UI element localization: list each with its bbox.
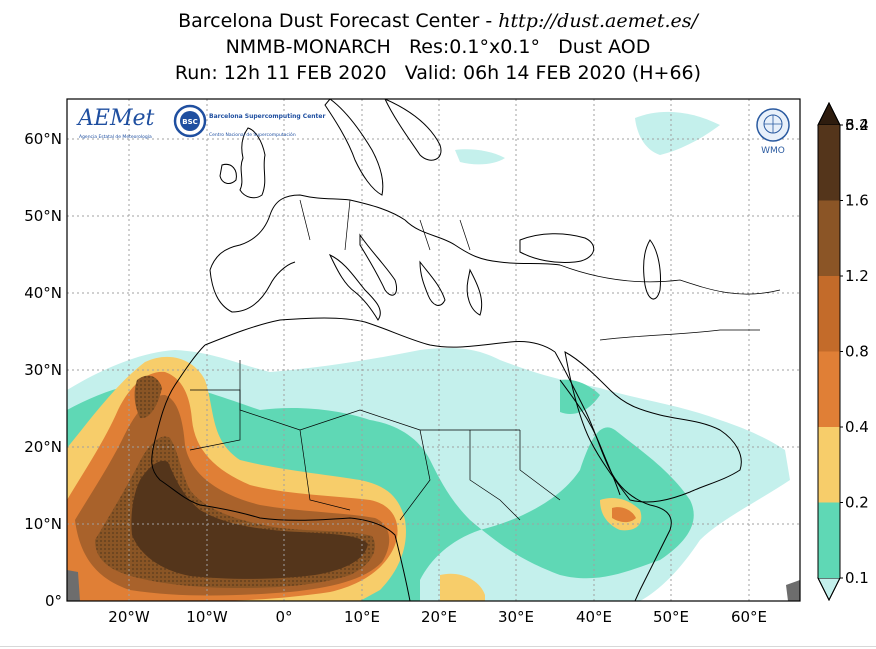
aod-level-3-2 — [131, 460, 368, 579]
lon-label-60e: 60°E — [731, 608, 767, 626]
bottom-divider — [0, 646, 876, 647]
colorbar-extend-max — [817, 101, 841, 126]
colorbar-label: 1.6 — [845, 192, 869, 210]
graticule — [67, 99, 800, 601]
lon-label-30e: 30°E — [498, 608, 534, 626]
chart-subtitle: NMMB-MONARCH Res:0.1°x0.1° Dust AOD — [225, 36, 651, 58]
bsc-logo-text: BSC — [182, 118, 198, 126]
colorbar-label: 0.2 — [845, 494, 869, 512]
colorbar-label: 3.2 — [845, 116, 869, 134]
colorbar-segment — [818, 125, 840, 201]
lat-label-0: 0° — [45, 592, 62, 610]
colorbar-segment — [818, 200, 840, 276]
bsc-logo-subtext: Centro Nacional de Supercomputación — [209, 131, 296, 138]
lon-label-10w: 10°W — [186, 608, 228, 626]
lat-label-20n: 20°N — [24, 438, 62, 456]
colorbar-segment — [818, 427, 840, 503]
aemet-logo-text: AEMet — [76, 106, 154, 131]
colorbar-segment — [818, 502, 840, 578]
map-frame — [66, 98, 801, 602]
colorbar-label: 0.8 — [845, 343, 869, 361]
bsc-logo-name: Barcelona Supercomputing Center — [209, 113, 325, 120]
colorbar-label: 6.4 — [845, 116, 869, 134]
lon-label-20w: 20°W — [108, 608, 150, 626]
title-url: http://dust.aemet.es/ — [498, 10, 698, 32]
chart-title: Barcelona Dust Forecast Center - http://… — [178, 10, 698, 32]
colorbar: 0.1 0.2 0.4 0.8 1.2 1.6 3.26.4 — [817, 101, 869, 602]
aemet-logo-subtext: Agencia Estatal de Meteorología — [79, 133, 152, 140]
coastlines — [151, 99, 742, 601]
nodata-mask-right — [786, 580, 800, 601]
colorbar-segment — [818, 276, 840, 352]
wmo-logo: WMO — [756, 108, 790, 156]
aemet-logo: AEMet Agencia Estatal de Meteorología — [76, 106, 154, 140]
lat-label-40n: 40°N — [24, 284, 62, 302]
lon-label-20e: 20°E — [421, 608, 457, 626]
lat-labels: 60°N 50°N 40°N 30°N 20°N 10°N 0° — [24, 130, 62, 610]
lat-label-30n: 30°N — [24, 361, 62, 379]
colorbar-label: 0.1 — [845, 569, 869, 587]
lat-label-50n: 50°N — [24, 207, 62, 225]
lon-label-0: 0° — [275, 608, 292, 626]
colorbar-segment — [818, 351, 840, 427]
lon-labels: 20°W 10°W 0° 10°E 20°E 30°E 40°E 50°E 60… — [108, 608, 767, 626]
wmo-logo-text: WMO — [761, 146, 785, 156]
lon-label-40e: 40°E — [576, 608, 612, 626]
lat-label-60n: 60°N — [24, 130, 62, 148]
colorbar-extend-min — [817, 577, 841, 602]
nodata-mask — [67, 570, 80, 601]
borders — [189, 199, 781, 521]
run-valid-line: Run: 12h 11 FEB 2020 Valid: 06h 14 FEB 2… — [174, 62, 702, 84]
bsc-logo: BSC Barcelona Supercomputing Center Cent… — [173, 104, 325, 138]
lon-label-10e: 10°E — [344, 608, 380, 626]
colorbar-label: 1.2 — [845, 267, 869, 285]
lon-label-50e: 50°E — [653, 608, 689, 626]
dust-aod-field — [67, 99, 800, 601]
colorbar-label: 0.4 — [845, 418, 869, 436]
lat-label-10n: 10°N — [24, 515, 62, 533]
